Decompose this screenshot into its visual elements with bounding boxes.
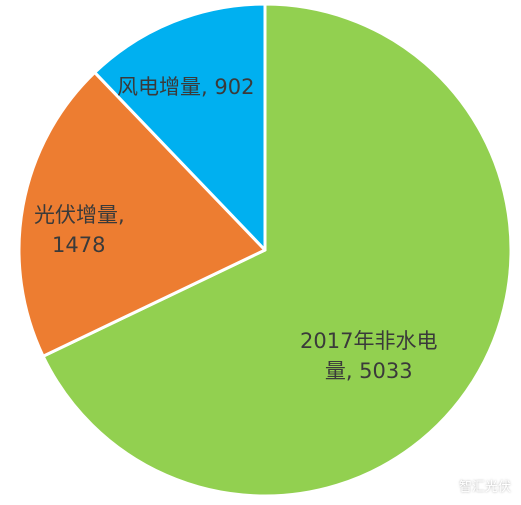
nonhydro-slice-label: 2017年非水电 量, 5033 — [300, 326, 437, 386]
solar-slice — [17, 70, 267, 358]
watermark: 智汇光伏 — [431, 476, 511, 495]
solar-label-line1: 光伏增量, — [34, 203, 125, 227]
nonhydro-label-line2: 量, 5033 — [324, 359, 413, 383]
watermark-text: 智汇光伏 — [458, 480, 511, 495]
solar-slice-label: 光伏增量, 1478 — [34, 200, 125, 260]
solar-label-line2: 1478 — [52, 233, 106, 257]
wind-slice — [93, 2, 267, 252]
wind-label-text: 风电增量, 902 — [117, 75, 255, 99]
wechat-icon — [431, 476, 453, 494]
nonhydro-label-line1: 2017年非水电 — [300, 329, 438, 353]
nonhydro-slice — [41, 2, 513, 498]
wind-slice-label: 风电增量, 902 — [117, 72, 254, 102]
